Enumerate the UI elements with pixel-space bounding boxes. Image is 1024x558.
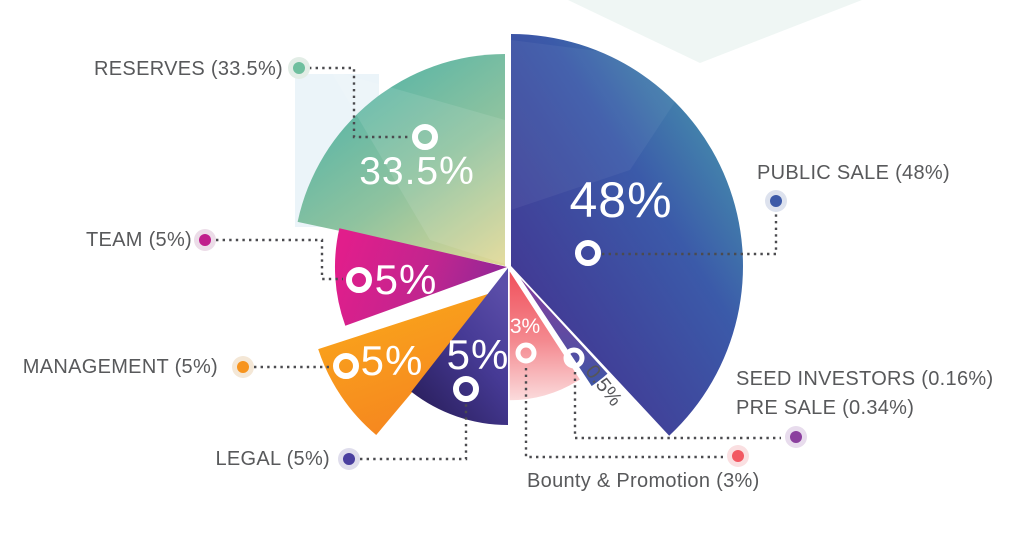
marker-ring-seed-presale — [563, 347, 585, 369]
connector-public-sale — [602, 214, 778, 256]
label-management: MANAGEMENT (5%) — [22, 356, 218, 378]
legend-dot-bounty — [727, 445, 749, 467]
slice-public-sale — [511, 34, 744, 436]
reserves-dot-icon — [293, 62, 305, 74]
callout-legal: 5% — [446, 331, 510, 378]
management-dot-icon — [237, 361, 249, 373]
slice-team — [334, 228, 507, 326]
callout-public-sale: 48% — [569, 172, 673, 228]
legal-dot-icon — [343, 453, 355, 465]
slice-reserves — [297, 54, 505, 266]
reserves-highlight — [330, 70, 505, 264]
legend-dot-reserves — [288, 57, 310, 79]
label-seed-investors: SEED INVESTORS (0.16%) — [736, 368, 994, 390]
legend-dot-seed-presale — [785, 426, 807, 448]
slice-management — [318, 291, 497, 435]
public-sale-dot-icon — [770, 195, 782, 207]
marker-ring-management — [333, 353, 359, 379]
team-dot-icon — [199, 234, 211, 246]
marker-ring-bounty — [515, 342, 537, 364]
callout-reserves: 33.5% — [359, 150, 475, 193]
callout-team: 5% — [374, 256, 438, 303]
label-pre-sale: PRE SALE (0.34%) — [736, 397, 915, 419]
connector-legal — [360, 404, 468, 461]
legend-dot-public-sale — [765, 190, 787, 212]
seed-presale-dot-icon — [790, 431, 802, 443]
marker-ring-legal — [453, 376, 479, 402]
legend-dot-team — [194, 229, 216, 251]
connector-seed-presale — [573, 372, 781, 440]
slice-legal — [411, 268, 508, 425]
label-reserves: RESERVES (33.5%) — [94, 58, 283, 80]
label-legal: LEGAL (5%) — [215, 448, 330, 470]
slice-seed-presale — [512, 268, 611, 389]
callout-bounty: 3% — [509, 315, 541, 338]
label-public-sale: PUBLIC SALE (48%) — [757, 162, 950, 184]
background-cube-decoration — [568, 0, 862, 63]
bounty-dot-icon — [732, 450, 744, 462]
legend-dot-legal — [338, 448, 360, 470]
legend-dot-management — [232, 356, 254, 378]
marker-ring-reserves — [412, 124, 438, 150]
label-team: TEAM (5%) — [85, 229, 192, 251]
public-sale-highlight — [511, 40, 700, 210]
connector-team — [216, 238, 343, 281]
callout-management: 5% — [360, 337, 424, 384]
marker-ring-team — [346, 267, 372, 293]
connector-reserves — [309, 66, 410, 139]
label-bounty-promotion: Bounty & Promotion (3%) — [527, 470, 760, 492]
marker-ring-public-sale — [575, 240, 601, 266]
